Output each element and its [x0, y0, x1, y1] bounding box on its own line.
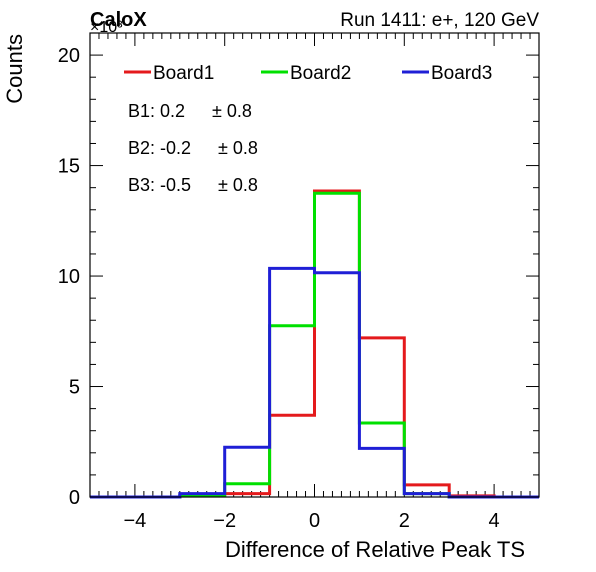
x-tick-label: 4 — [489, 510, 500, 532]
annotation-mean: B2: -0.2 — [128, 138, 191, 158]
annotation-sigma: ± 0.8 — [212, 101, 252, 121]
y-multiplier: ×10³ — [90, 19, 123, 36]
y-tick-label: 5 — [69, 377, 80, 399]
annotation-mean: B1: 0.2 — [128, 101, 185, 121]
x-tick-label: −2 — [213, 510, 236, 532]
y-tick-label: 20 — [58, 45, 80, 67]
chart-title: Run 1411: e+, 120 GeV — [340, 10, 539, 31]
annotation-mean: B3: -0.5 — [128, 175, 191, 195]
legend: Board1 Board2 Board3 — [124, 63, 492, 84]
annotation-sigma: ± 0.8 — [218, 138, 258, 158]
histogram-series — [90, 189, 539, 499]
tick-labels: −4 −2 0 2 4 0 5 10 15 20 — [58, 45, 500, 532]
y-tick-label: 10 — [58, 266, 80, 288]
y-tick-label: 15 — [58, 156, 80, 178]
series-board3 — [90, 266, 539, 499]
legend-label: Board2 — [290, 63, 351, 84]
x-axis-label: Difference of Relative Peak TS — [225, 537, 525, 562]
x-tick-label: 0 — [309, 510, 320, 532]
legend-label: Board3 — [431, 63, 492, 84]
plot-frame — [89, 32, 540, 498]
y-tick-label: 0 — [69, 487, 80, 509]
fit-annotations: B1: 0.2 ± 0.8 B2: -0.2 ± 0.8 B3: -0.5 ± 0.8 — [128, 101, 258, 195]
legend-label: Board1 — [153, 63, 214, 84]
annotation-sigma: ± 0.8 — [218, 175, 258, 195]
x-tick-label: −4 — [123, 510, 146, 532]
y-axis-label: Counts — [2, 34, 27, 104]
experiment-label: CaloX — [90, 9, 147, 31]
x-tick-label: 2 — [399, 510, 410, 532]
